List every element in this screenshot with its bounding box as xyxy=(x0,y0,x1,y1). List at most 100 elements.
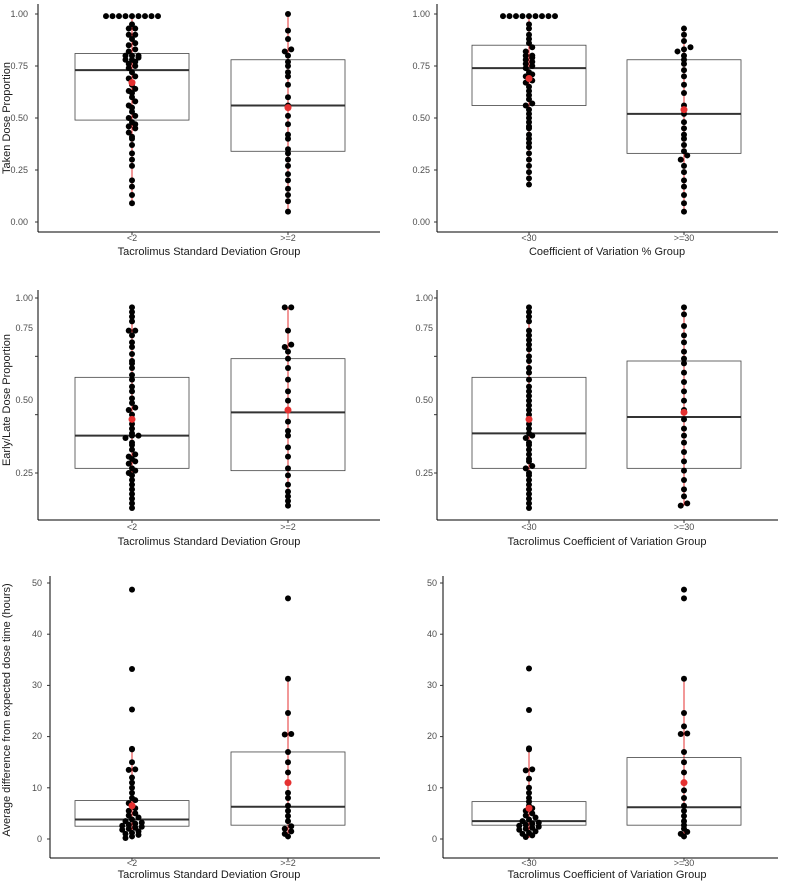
panel-2-point-1-33 xyxy=(526,96,532,103)
panel-1-point-2-17 xyxy=(285,131,291,138)
panel-1-point-1-44 xyxy=(132,112,139,119)
panel-2-point-1-21 xyxy=(522,60,529,67)
panel-3-point-1-45 xyxy=(129,491,135,497)
panel-4-point-1-26 xyxy=(522,435,529,441)
panel-2-point-2-21 xyxy=(681,142,687,149)
panel-3-point-1-14 xyxy=(129,372,135,378)
panel-4-point-1-9 xyxy=(526,346,532,353)
panel-5-point-2-2 xyxy=(285,675,291,682)
panel-5-point-2-10 xyxy=(285,789,291,796)
panel-1-marks xyxy=(35,4,380,235)
panel-4-point-2-3 xyxy=(681,323,687,329)
panel-5: Tacrolimus Standard Deviation Group Aver… xyxy=(1,576,380,881)
panel-3-point-1-47 xyxy=(129,500,135,507)
panel-2-point-2-7 xyxy=(681,52,687,59)
panel-4-point-2-25 xyxy=(684,500,691,507)
panel-4-point-1-29 xyxy=(526,442,532,448)
panel-1-point-1-55 xyxy=(129,162,135,169)
panel-4-point-2-18 xyxy=(681,449,687,455)
panel-6: Tacrolimus Coefficient of Variation Grou… xyxy=(427,576,778,881)
panel-1-point-1-8 xyxy=(148,13,155,20)
panel-3-point-2-24 xyxy=(285,502,291,509)
panel-5-point-1-6 xyxy=(129,759,135,766)
panel-1-point-1-36 xyxy=(132,85,139,92)
panel-3-marks xyxy=(35,290,380,523)
panel-4-point-2-24 xyxy=(677,502,684,509)
panel-1-point-2-24 xyxy=(285,177,291,184)
panel-1-point-1-30 xyxy=(129,69,135,76)
panel-1-ytick-2: 0.25 xyxy=(10,165,28,175)
panel-2-point-2-20 xyxy=(681,135,687,142)
panel-5-point-1-10 xyxy=(129,779,135,786)
panel-4-point-1-31 xyxy=(526,451,532,458)
panel-4-point-2-11 xyxy=(681,388,687,395)
panel-1-point-2-9 xyxy=(285,69,291,76)
panel-5-point-2-19 xyxy=(288,828,295,835)
panel-4-point-1-43 xyxy=(526,500,532,507)
panel-1-point-2-16 xyxy=(285,121,291,128)
panel-6-xtick-2: >=30 xyxy=(674,858,695,868)
panel-4-point-2-22 xyxy=(681,486,687,493)
panel-5-point-2-3 xyxy=(285,710,291,717)
panel-1-point-2-12 xyxy=(285,94,291,101)
panel-1-point-1-5 xyxy=(129,13,135,20)
panel-2-point-1-35 xyxy=(529,100,536,107)
panel-3-point-1-25 xyxy=(129,425,135,432)
panel-3-point-1-16 xyxy=(129,383,135,390)
panel-4-point-2-20 xyxy=(681,467,687,474)
panel-4-xlabel: Tacrolimus Coefficient of Variation Grou… xyxy=(508,536,707,548)
panel-6-point-1-1 xyxy=(526,665,532,672)
panel-3-point-2-4 xyxy=(281,344,288,350)
panel-2-point-1-46 xyxy=(526,150,532,157)
panel-5-point-1-3 xyxy=(129,706,135,713)
panel-3-point-2-11 xyxy=(285,397,291,404)
panel-2-point-2-22 xyxy=(681,148,687,155)
panel-5-point-1-35 xyxy=(122,834,129,841)
panel-1-point-1-46 xyxy=(125,123,132,130)
panel-1-point-1-19 xyxy=(132,46,139,53)
panel-3-point-2-13 xyxy=(285,418,291,425)
panel-2-mean-2 xyxy=(680,106,688,114)
panel-6-point-1-5 xyxy=(522,767,529,774)
panel-3-point-2-5 xyxy=(288,341,295,348)
panel-2-marks xyxy=(434,4,778,235)
panel-5-point-2-7 xyxy=(285,759,291,766)
panel-1-point-1-7 xyxy=(142,13,148,20)
panel-2-point-1-2 xyxy=(506,13,513,20)
panel-1-point-1-59 xyxy=(129,200,135,207)
panel-1-point-1-40 xyxy=(132,98,139,105)
panel-2-point-1-15 xyxy=(522,48,529,55)
panel-1-point-1-14 xyxy=(132,31,139,38)
panel-3-point-1-41 xyxy=(129,472,135,479)
panel-3-point-2-3 xyxy=(285,327,291,334)
panel-3-point-1-17 xyxy=(129,388,135,395)
panel-4: Tacrolimus Coefficient of Variation Grou… xyxy=(415,290,778,548)
panel-2-point-2-10 xyxy=(681,67,687,74)
panel-5-mean-2 xyxy=(284,779,292,787)
panel-4-point-1-3 xyxy=(526,313,532,320)
panel-2-ytick-4: 0.75 xyxy=(412,61,430,71)
panel-2-point-1-51 xyxy=(526,181,532,188)
panel-1-mean-1 xyxy=(128,79,136,87)
panel-2-point-2-27 xyxy=(681,177,687,184)
panel-4-xtick-1: <30 xyxy=(521,522,536,532)
panel-2-point-1-42 xyxy=(526,131,532,138)
panel-3-point-2-18 xyxy=(285,465,291,472)
panel-5-point-2-4 xyxy=(281,731,288,738)
panel-4-point-1-27 xyxy=(529,432,536,439)
panel-3-point-1-12 xyxy=(129,360,135,367)
panel-1-point-1-15 xyxy=(129,35,135,42)
panel-6-point-1-6 xyxy=(529,766,536,773)
panel-6-point-2-16 xyxy=(681,812,687,819)
panel-2-point-1-47 xyxy=(526,156,532,163)
panel-2-point-1-9 xyxy=(552,13,558,20)
panel-5-point-1-15 xyxy=(132,797,139,804)
panel-5-xlabel: Tacrolimus Standard Deviation Group xyxy=(118,869,301,881)
panel-2-point-1-23 xyxy=(522,65,529,72)
panel-2-point-1-49 xyxy=(526,169,532,176)
panel-6-point-1-19 xyxy=(532,814,539,821)
panel-5-point-1-19 xyxy=(125,812,132,819)
panel-1-point-1-37 xyxy=(129,90,135,97)
panel-6-point-2-9 xyxy=(681,759,687,766)
